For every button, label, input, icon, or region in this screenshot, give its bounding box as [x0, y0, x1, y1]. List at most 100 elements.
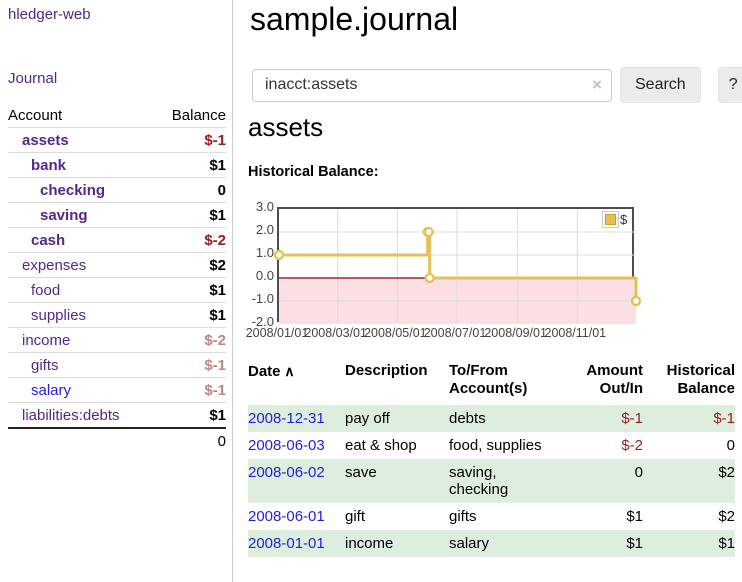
x-axis-tick-label: 2008/03/01 — [304, 326, 367, 340]
account-row: bank $1 — [8, 152, 226, 178]
account-balance: $1 — [154, 402, 226, 428]
account-row: liabilities:debts $1 — [8, 402, 226, 428]
x-axis-tick-label: 2008/07/01 — [423, 326, 487, 340]
transaction-balance: $1 — [718, 535, 735, 552]
account-row: cash $-2 — [8, 227, 226, 253]
page-title: sample.journal — [250, 1, 459, 37]
y-axis-tick-label: 1.0 — [255, 245, 274, 260]
y-axis-tick-label: -2.0 — [251, 314, 274, 329]
help-button[interactable]: ? — [717, 67, 742, 103]
transaction-date-link[interactable]: 2008-06-03 — [248, 437, 325, 454]
transaction-amount: 0 — [634, 464, 643, 481]
transaction-balance: $2 — [718, 464, 735, 481]
x-axis-tick-label: 2008/05/01 — [364, 326, 427, 340]
account-link-food[interactable]: food — [31, 282, 61, 299]
transaction-row: 2008-06-03 eat & shop food, supplies $-2 0 — [248, 432, 735, 459]
transaction-description: gift — [345, 508, 366, 525]
transactions-table: Date ∧ Description To/From Account(s) Amoun… — [248, 358, 735, 557]
transaction-accounts: salary — [449, 535, 490, 552]
sort-asc-icon: ∧ — [280, 363, 295, 379]
account-row: salary $-1 — [8, 377, 226, 403]
account-balance: $-1 — [154, 127, 226, 153]
account-row: expenses $2 — [8, 252, 226, 278]
x-axis-tick-label: 2008/01/01 — [245, 326, 309, 340]
search-input[interactable] — [252, 68, 612, 102]
chart-plot-area — [273, 207, 642, 324]
y-axis-tick-label: 2.0 — [255, 222, 274, 237]
accounts-total-row: 0 — [8, 427, 226, 453]
account-link-supplies[interactable]: supplies — [31, 307, 87, 324]
account-balance: $-2 — [154, 327, 226, 353]
account-balance: $-1 — [154, 377, 226, 403]
account-link-income[interactable]: income — [22, 332, 71, 349]
app-title-link[interactable]: hledger-web — [8, 6, 91, 23]
legend-swatch-icon — [605, 214, 616, 225]
account-link-expenses[interactable]: expenses — [22, 257, 87, 274]
transaction-amount: $1 — [626, 508, 643, 525]
transaction-accounts: food, supplies — [449, 437, 542, 454]
transaction-accounts: saving, checking — [449, 464, 509, 498]
transaction-description: pay off — [345, 410, 390, 427]
chart-legend: $ — [602, 211, 627, 228]
transaction-description: eat & shop — [345, 437, 417, 454]
clear-search-icon[interactable]: × — [592, 74, 602, 94]
account-row: saving $1 — [8, 202, 226, 228]
account-row: supplies $1 — [8, 302, 226, 328]
transaction-description: income — [345, 535, 394, 552]
accounts-header-balance: Balance — [171, 107, 226, 124]
data-point-marker — [273, 249, 285, 261]
transaction-description: save — [345, 464, 377, 481]
account-balance: 0 — [154, 177, 226, 203]
account-row: gifts $-1 — [8, 352, 226, 378]
account-link-gifts[interactable]: gifts — [31, 357, 59, 374]
transaction-amount: $-1 — [621, 410, 643, 427]
transaction-balance: $2 — [718, 508, 735, 525]
transaction-row: 2008-06-01 gift gifts $1 $2 — [248, 503, 735, 530]
transaction-amount: $-2 — [621, 437, 643, 454]
account-link-bank[interactable]: bank — [31, 157, 67, 174]
search-form: × Search ? — [252, 67, 742, 103]
transaction-row: 2008-01-01 income salary $1 $1 — [248, 530, 735, 557]
sidebar-item-journal[interactable]: Journal — [8, 70, 58, 87]
column-header-amount-out-in[interactable]: Amount Out/In — [586, 362, 643, 397]
chart-svg — [273, 209, 642, 324]
account-link-liabilities-debts[interactable]: liabilities:debts — [22, 407, 120, 424]
account-balance: $-2 — [154, 227, 226, 253]
account-balance: $1 — [154, 152, 226, 178]
account-row: assets $-1 — [8, 127, 226, 153]
historical-balance-chart: $ 3.0 2.0 1.0 0.0 -1.0 -2.0 2008/01/01 2008/03/… — [245, 199, 648, 346]
x-axis-tick-label: 2008/11/01 — [544, 326, 607, 340]
account-row: income $-2 — [8, 327, 226, 353]
y-axis-tick-label: 3.0 — [255, 199, 274, 214]
column-header-to-from-account-s-[interactable]: To/From Account(s) — [449, 362, 528, 397]
account-link-checking[interactable]: checking — [40, 182, 106, 199]
account-link-saving[interactable]: saving — [40, 207, 88, 224]
legend-swatch-box — [602, 211, 619, 228]
accounts-header-account: Account — [8, 107, 63, 124]
transaction-date-link[interactable]: 2008-01-01 — [248, 535, 325, 552]
accounts-total-value: 0 — [154, 427, 226, 453]
account-row: checking 0 — [8, 177, 226, 203]
column-header-historical-balance[interactable]: Historical Balance — [666, 362, 735, 397]
transaction-date-link[interactable]: 2008-06-02 — [248, 464, 325, 481]
data-point-marker — [630, 295, 642, 307]
x-axis-tick-label: 2008/09/01 — [484, 326, 547, 340]
accounts-table: Account Balance assets $-1 bank $1 checking 0… — [8, 103, 226, 453]
account-link-cash[interactable]: cash — [31, 232, 66, 249]
search-button[interactable]: Search — [620, 67, 701, 103]
account-link-assets[interactable]: assets — [22, 132, 69, 149]
chart-label: Historical Balance: — [248, 164, 379, 180]
account-row: food $1 — [8, 277, 226, 303]
transaction-balance: $-1 — [713, 410, 735, 427]
transaction-date-link[interactable]: 2008-12-31 — [248, 410, 325, 427]
transaction-date-link[interactable]: 2008-06-01 — [248, 508, 325, 525]
account-link-salary[interactable]: salary — [31, 382, 72, 399]
transaction-row: 2008-12-31 pay off debts $-1 $-1 — [248, 405, 735, 432]
transaction-accounts: debts — [449, 410, 486, 427]
column-header-date[interactable]: Date ∧ — [248, 363, 295, 380]
sidebar: hledger-web Journal Account Balance asse… — [0, 0, 233, 582]
transaction-balance: 0 — [726, 437, 735, 454]
column-header-description[interactable]: Description — [345, 362, 428, 379]
account-balance: $1 — [154, 277, 226, 303]
account-balance: $2 — [154, 252, 226, 278]
